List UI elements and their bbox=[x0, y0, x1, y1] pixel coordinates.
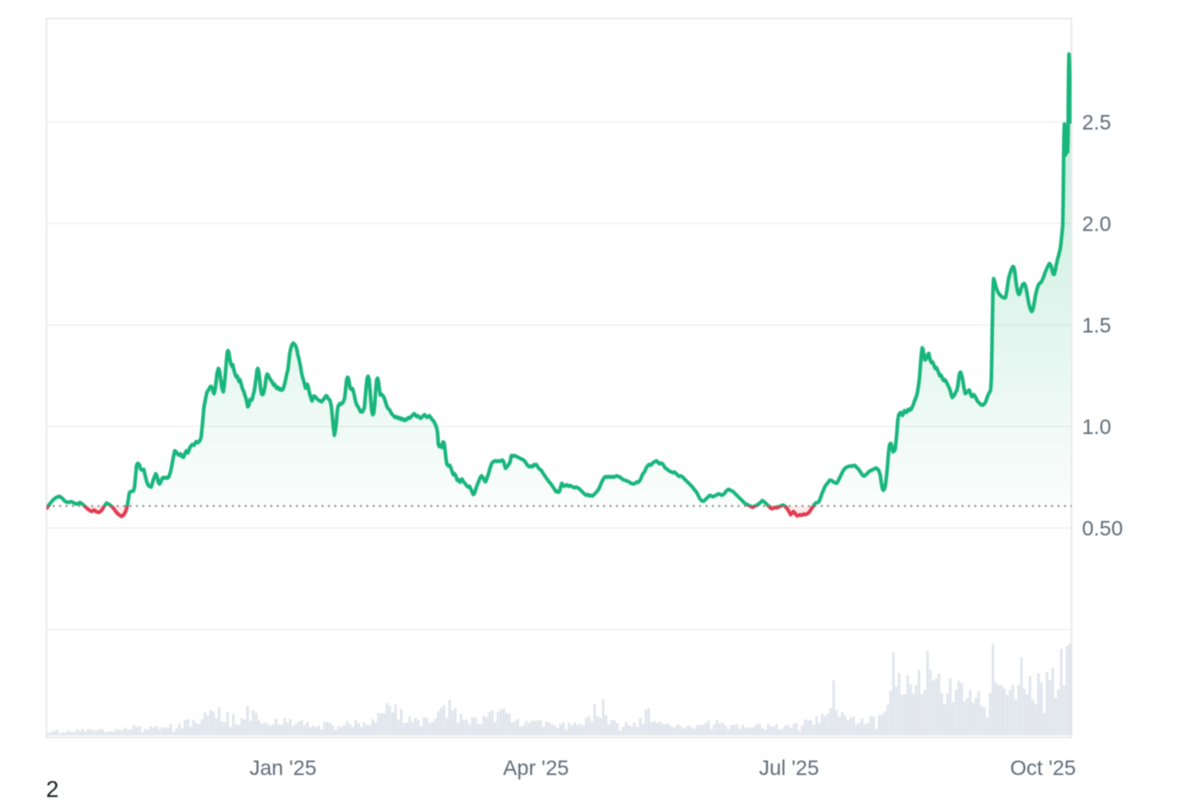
svg-text:0.50: 0.50 bbox=[1082, 518, 1123, 541]
svg-text:2.0: 2.0 bbox=[1082, 213, 1111, 236]
svg-text:Jan '25: Jan '25 bbox=[249, 757, 316, 780]
svg-text:2.5: 2.5 bbox=[1082, 112, 1111, 135]
svg-text:1.0: 1.0 bbox=[1082, 416, 1111, 439]
svg-text:2: 2 bbox=[46, 776, 59, 800]
svg-text:Apr '25: Apr '25 bbox=[503, 757, 569, 780]
svg-text:1.5: 1.5 bbox=[1082, 315, 1111, 338]
svg-text:Oct '25: Oct '25 bbox=[1010, 757, 1076, 780]
svg-text:Jul '25: Jul '25 bbox=[759, 757, 819, 780]
